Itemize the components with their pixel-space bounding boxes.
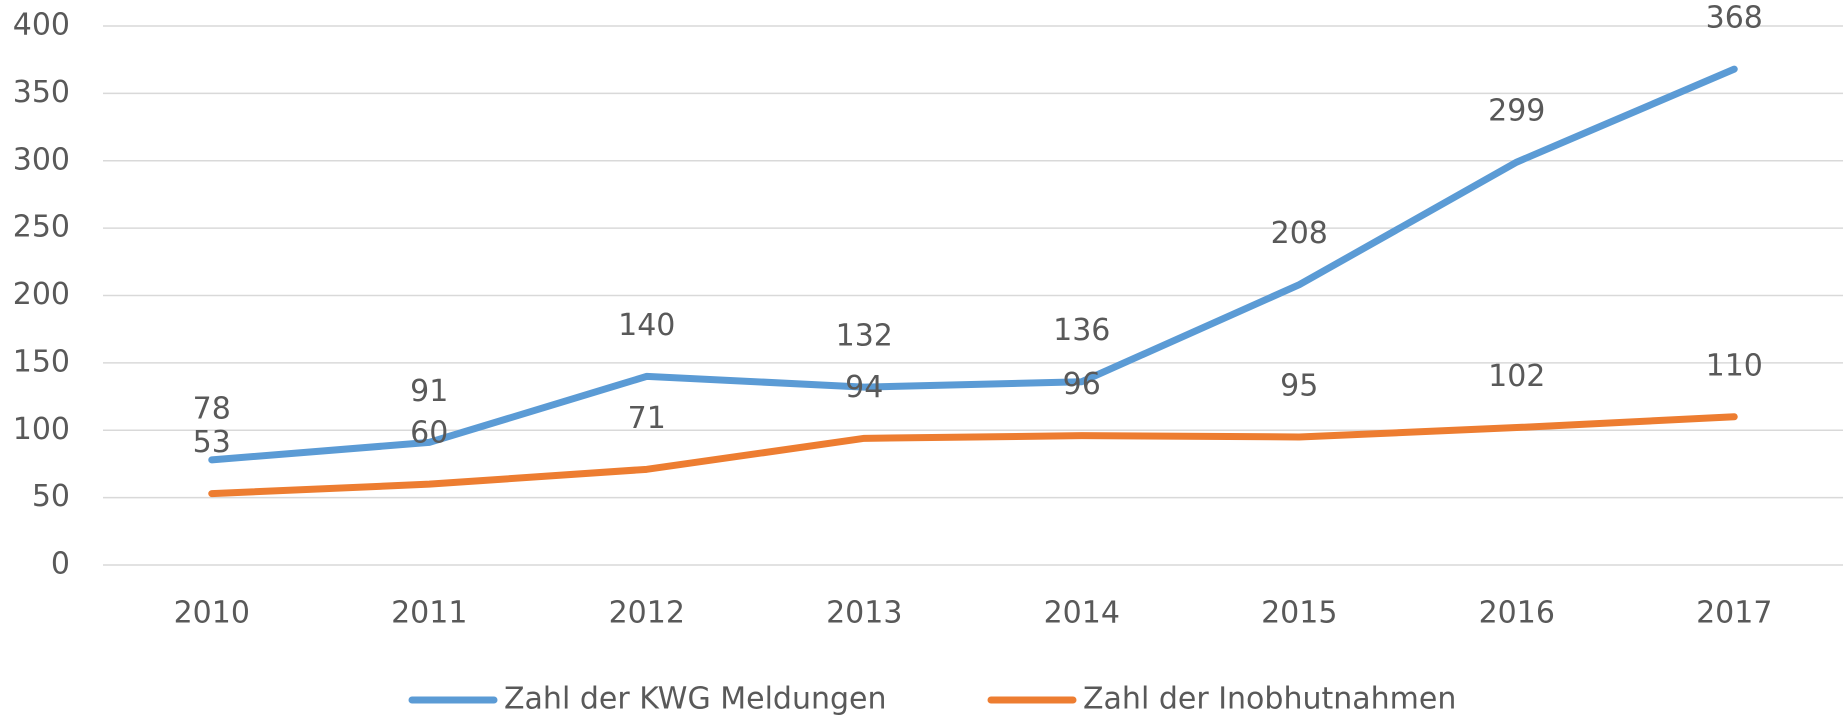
legend-label: Zahl der KWG Meldungen — [504, 682, 887, 717]
x-tick-label: 2012 — [609, 596, 685, 631]
x-tick-label: 2015 — [1261, 596, 1337, 631]
data-label: 140 — [618, 308, 675, 343]
data-label: 94 — [845, 370, 883, 405]
data-label: 132 — [836, 319, 893, 354]
data-label: 110 — [1706, 348, 1763, 383]
data-label: 71 — [628, 401, 666, 436]
y-tick-label: 400 — [13, 8, 70, 43]
y-tick-label: 200 — [13, 277, 70, 312]
data-label: 208 — [1271, 216, 1328, 251]
data-label: 78 — [193, 391, 231, 426]
x-tick-label: 2010 — [174, 596, 250, 631]
y-tick-label: 150 — [13, 344, 70, 379]
x-tick-label: 2011 — [391, 596, 467, 631]
x-tick-label: 2016 — [1479, 596, 1555, 631]
data-label: 368 — [1706, 1, 1763, 36]
data-label: 91 — [410, 374, 448, 409]
series-line — [208, 65, 1738, 464]
data-label: 136 — [1053, 313, 1110, 348]
legend-label: Zahl der Inobhutnahmen — [1083, 682, 1456, 717]
x-tick-label: 2017 — [1696, 596, 1772, 631]
y-tick-label: 100 — [13, 412, 70, 447]
x-tick-label: 2014 — [1044, 596, 1120, 631]
data-label: 53 — [193, 425, 231, 460]
x-tick-label: 2013 — [826, 596, 902, 631]
y-tick-label: 0 — [51, 547, 70, 582]
data-label: 96 — [1063, 367, 1101, 402]
y-tick-label: 50 — [32, 479, 70, 514]
data-label: 95 — [1280, 368, 1318, 403]
y-tick-label: 350 — [13, 75, 70, 110]
data-label: 60 — [410, 416, 448, 451]
data-label: 299 — [1488, 94, 1545, 129]
y-tick-label: 250 — [13, 210, 70, 245]
data-label: 102 — [1488, 359, 1545, 394]
series-line — [208, 413, 1738, 498]
y-tick-label: 300 — [13, 142, 70, 177]
